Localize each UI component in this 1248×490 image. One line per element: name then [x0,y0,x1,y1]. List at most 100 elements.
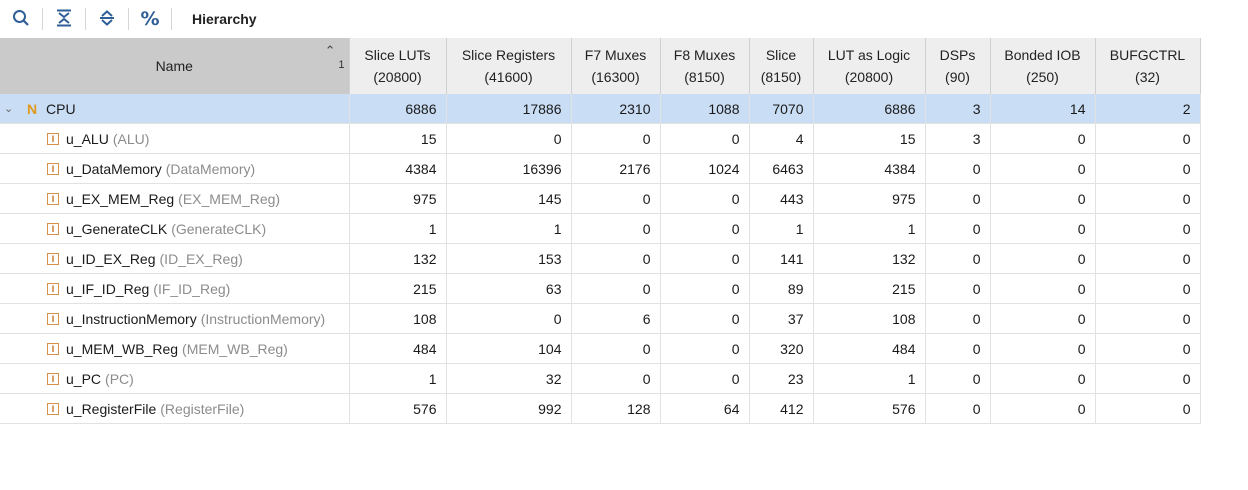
value-cell: 0 [990,183,1096,214]
value-cell: 0 [925,183,991,214]
column-header-slice-registers[interactable]: Slice Registers (41600) [446,38,572,94]
value-cell: 0 [990,363,1096,394]
instance-name: CPU [46,100,76,117]
value-cell: 0 [660,273,750,304]
instance-name: u_GenerateCLK [66,220,168,237]
value-cell: 0 [1095,183,1201,214]
value-cell: 104 [446,333,572,364]
value-cell: 0 [660,243,750,274]
value-cell: 1024 [660,153,750,184]
column-header-dsps[interactable]: DSPs (90) [925,38,991,94]
value-cell: 0 [925,153,991,184]
instance-name: u_ID_EX_Reg [66,250,156,267]
value-cell: 1 [349,213,447,244]
table-row-cpu[interactable]: ⌄ N CPU 6886 17886 2310 1088 7070 6886 3… [0,94,1201,124]
value-cell: 141 [749,243,814,274]
column-header-slice[interactable]: Slice (8150) [749,38,814,94]
collapse-all-button[interactable] [43,0,85,38]
value-cell: 2176 [571,153,661,184]
value-cell: 128 [571,393,661,424]
value-cell: 576 [349,393,447,424]
value-cell: 4384 [349,153,447,184]
instance-icon: I [47,222,59,235]
module-name: (DataMemory) [165,160,256,177]
column-header-f7-muxes[interactable]: F7 Muxes (16300) [571,38,661,94]
value-cell: 132 [349,243,447,274]
instance-name: u_DataMemory [66,160,162,177]
instance-icon: I [47,342,59,355]
column-header-capacity: (41600) [484,69,533,85]
value-cell: 0 [990,333,1096,364]
value-cell: 1 [349,363,447,394]
chevron-down-icon[interactable]: ⌄ [4,103,14,115]
value-cell: 0 [1095,303,1201,334]
instance-name: u_IF_ID_Reg [66,280,150,297]
value-cell: 0 [660,183,750,214]
column-header-name[interactable]: Name ⌃ 1 [0,38,350,94]
search-button[interactable] [0,0,42,38]
value-cell: 0 [1095,123,1201,154]
expand-all-icon [99,9,115,30]
value-cell: 0 [660,333,750,364]
value-cell: 0 [990,213,1096,244]
name-cell[interactable]: ⌄ N CPU [0,94,350,124]
value-cell: 0 [990,243,1096,274]
column-header-lut-as-logic[interactable]: LUT as Logic (20800) [813,38,926,94]
value-cell: 0 [925,363,991,394]
value-cell: 64 [660,393,750,424]
value-cell: 4 [749,123,814,154]
value-cell: 992 [446,393,572,424]
expand-all-button[interactable] [86,0,128,38]
value-cell: 412 [749,393,814,424]
column-header-bufgctrl[interactable]: BUFGCTRL (32) [1095,38,1201,94]
instance-name: u_ALU [66,130,109,147]
column-header-bonded-iob[interactable]: Bonded IOB (250) [990,38,1096,94]
column-header-label: F7 Muxes [584,47,647,63]
value-cell: 0 [571,243,661,274]
column-header-label: Name [155,58,193,74]
value-cell: 443 [749,183,814,214]
instance-name: u_MEM_WB_Reg [66,340,179,357]
percent-button[interactable]: % [129,0,171,38]
column-header-slice-luts[interactable]: Slice LUTs (20800) [349,38,447,94]
value-cell: 89 [749,273,814,304]
column-header-label: F8 Muxes [673,47,736,63]
value-cell: 145 [446,183,572,214]
instance-icon: I [47,162,59,175]
value-cell: 15 [813,123,926,154]
sort-ascending-icon: ⌃ [324,43,336,58]
instance-icon: I [47,192,59,205]
value-cell: 6886 [813,94,926,124]
value-cell: 1 [749,213,814,244]
value-cell: 0 [446,123,572,154]
module-name: (MEM_WB_Reg) [182,340,288,357]
value-cell: 0 [925,393,991,424]
value-cell: 153 [446,243,572,274]
column-header-label: BUFGCTRL [1109,47,1186,63]
value-cell: 14 [990,94,1096,124]
value-cell: 0 [571,213,661,244]
module-name: (ID_EX_Reg) [159,250,243,267]
column-header-f8-muxes[interactable]: F8 Muxes (8150) [660,38,750,94]
toolbar-divider [85,8,86,30]
